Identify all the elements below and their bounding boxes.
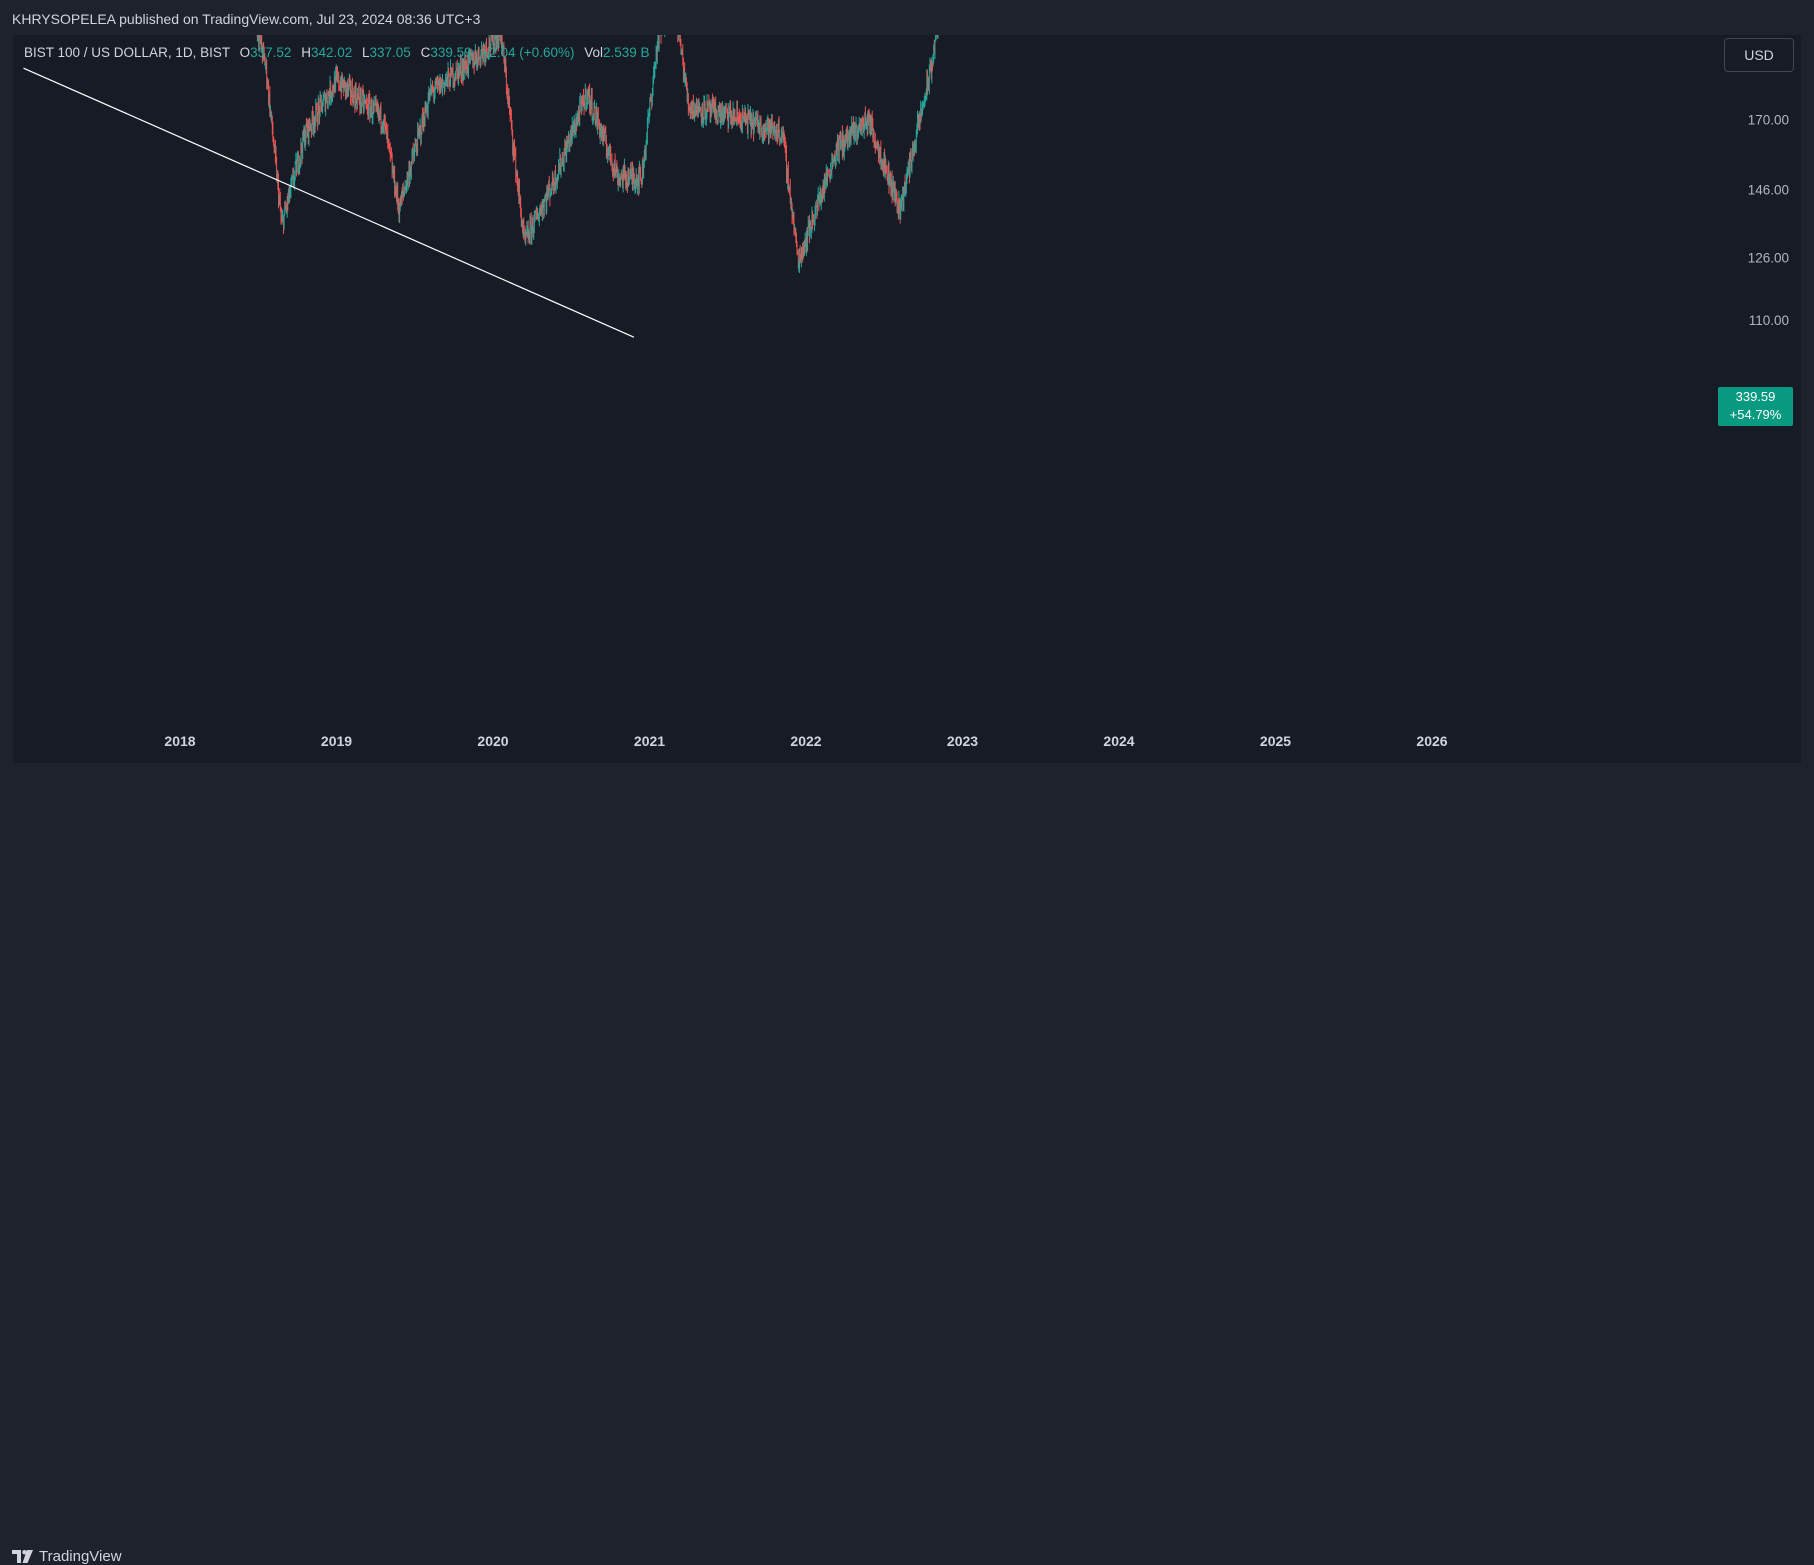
high-label: H <box>301 45 311 60</box>
open-value: 337.52 <box>250 45 292 60</box>
y-tick-label: 110.00 <box>1749 313 1789 328</box>
x-tick-label: 2025 <box>1260 733 1291 749</box>
publish-header: KHRYSOPELEA published on TradingView.com… <box>0 0 1814 38</box>
x-tick-label: 2023 <box>947 733 978 749</box>
publish-info: KHRYSOPELEA published on TradingView.com… <box>12 11 481 27</box>
last-price-tag: 339.59 +54.79% <box>1718 387 1793 426</box>
close-value: 339.59 <box>430 45 472 60</box>
last-price-change: +54.79% <box>1729 407 1782 422</box>
low-label: L <box>362 45 370 60</box>
x-tick-label: 2021 <box>634 733 665 749</box>
x-tick-label: 2019 <box>321 733 352 749</box>
x-tick-label: 2026 <box>1416 733 1447 749</box>
chart-legend: BIST 100 / US DOLLAR, 1D, BIST O337.52 H… <box>24 45 650 60</box>
symbol-label[interactable]: BIST 100 / US DOLLAR, 1D, BIST <box>24 45 230 60</box>
x-tick-label: 2024 <box>1103 733 1134 749</box>
x-tick-label: 2020 <box>477 733 508 749</box>
y-tick-label: 146.00 <box>1748 183 1789 198</box>
close-label: C <box>420 45 431 60</box>
price-chart[interactable]: 705.39460.76 1,000.00850.00700.00580.005… <box>13 35 1801 763</box>
x-tick-label: 2018 <box>164 733 195 749</box>
chart-pane[interactable]: 705.39460.76 1,000.00850.00700.00580.005… <box>13 35 1801 763</box>
high-value: 342.02 <box>310 45 353 60</box>
low-value: 337.05 <box>369 45 411 60</box>
volume-value: 2.539 B <box>603 45 650 60</box>
brand-name: TradingView <box>39 1548 122 1565</box>
channel-trend-line[interactable] <box>23 67 635 338</box>
x-tick-label: 2022 <box>790 733 821 749</box>
y-tick-label: 170.00 <box>1748 112 1789 127</box>
y-tick-label: 126.00 <box>1748 250 1789 265</box>
volume-label: Vol <box>584 45 604 60</box>
footer: TradingView <box>0 770 1814 1565</box>
last-price-value: 339.59 <box>1735 389 1776 404</box>
tradingview-brand[interactable]: TradingView <box>12 1548 122 1565</box>
open-label: O <box>239 45 251 60</box>
change-value: +2.04 (+0.60%) <box>481 45 575 60</box>
tradingview-logo-icon <box>12 1550 33 1563</box>
currency-button[interactable]: USD <box>1724 38 1794 72</box>
